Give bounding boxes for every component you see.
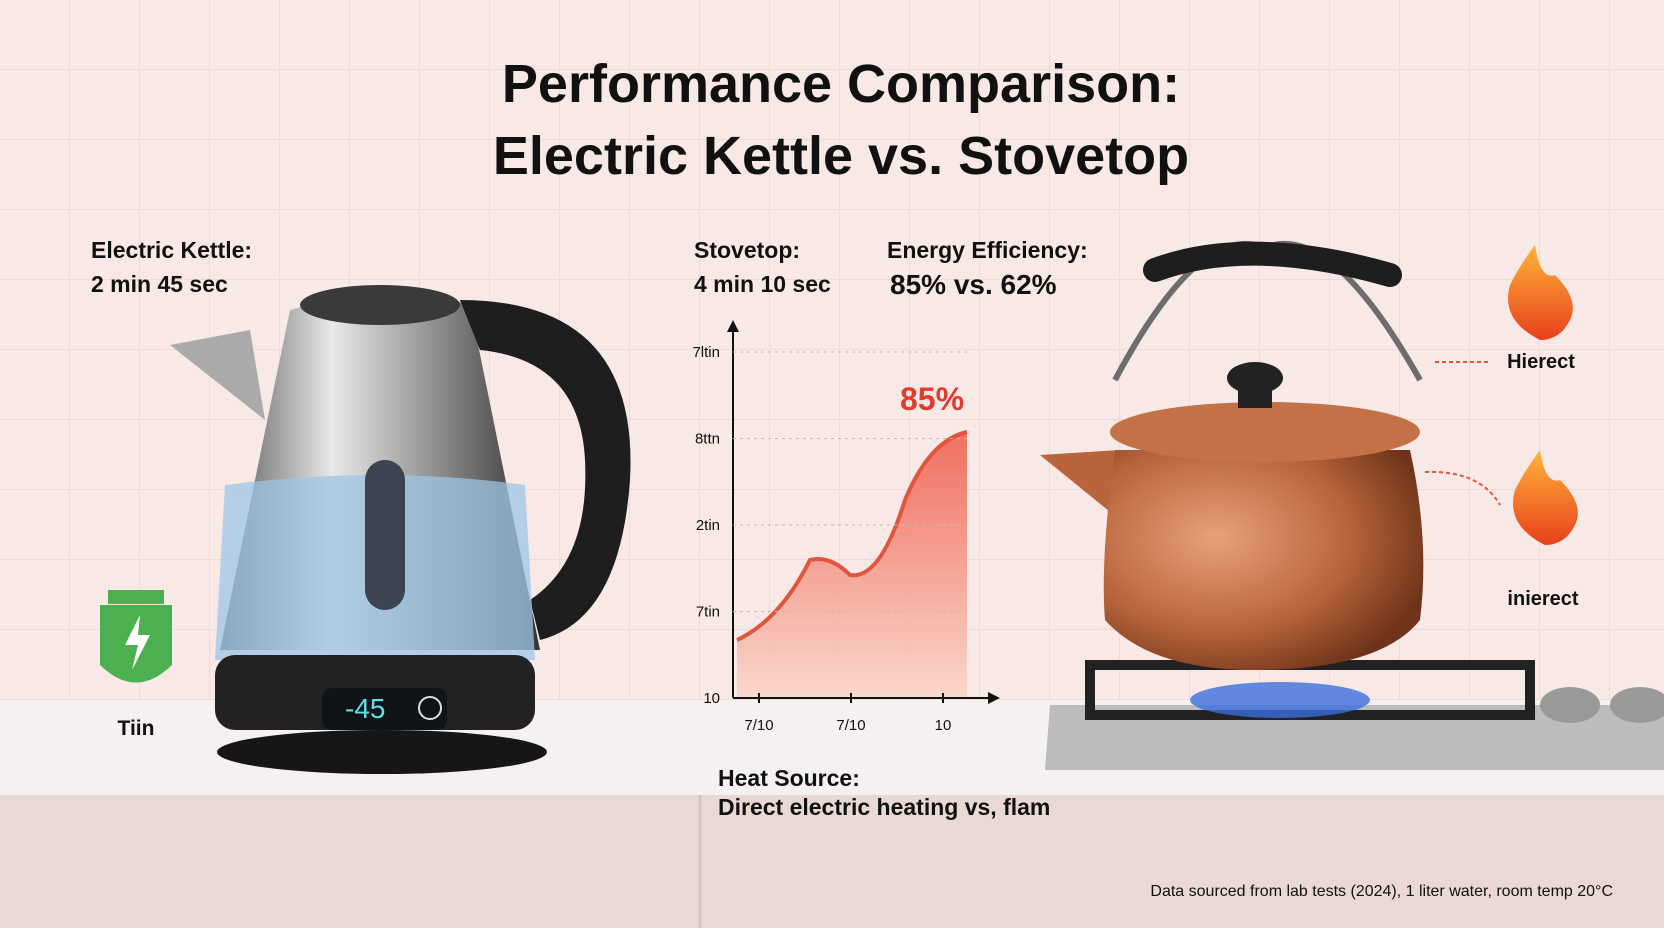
value: 2 min 45 sec: [91, 271, 228, 297]
title: Electric Kettle vs. Stovetop: [493, 126, 1189, 186]
y-tick-label: 2tin: [696, 517, 720, 534]
icon-label: Tiin: [118, 717, 155, 740]
battery-icon: [100, 590, 172, 683]
chart-annotation: 85%: [900, 381, 964, 417]
label: Electric Kettle:: [91, 237, 252, 263]
flame-label: inierect: [1507, 588, 1578, 610]
flame-icons: [1424, 245, 1578, 545]
electric-kettle: -45: [170, 285, 631, 774]
stovetop-kettle: [1040, 240, 1424, 670]
y-tick-label: 7tin: [696, 604, 720, 621]
label: Stovetop:: [694, 237, 800, 263]
title: Performance Comparison:: [502, 54, 1180, 114]
y-tick-label: 10: [703, 690, 720, 707]
value: 4 min 10 sec: [694, 271, 831, 297]
y-tick-label: 8ttn: [695, 431, 720, 448]
label: Heat Source:: [718, 765, 860, 791]
x-tick-label: 10: [935, 717, 952, 734]
chart: 7ltin 8ttn 2tin 7tin 10 7/10 7/10 10: [692, 320, 1000, 734]
stove: [1045, 660, 1664, 770]
x-tick-label: 7/10: [744, 717, 773, 734]
footer-note: Data sourced from lab tests (2024), 1 li…: [1150, 883, 1613, 900]
value: Direct electric heating vs, flam: [718, 794, 1050, 820]
flame-label: Hierect: [1507, 351, 1575, 373]
label: Energy Efficiency:: [887, 237, 1088, 263]
cabinets: [0, 795, 1664, 928]
display: -45: [345, 693, 385, 724]
value: 85% vs. 62%: [890, 269, 1057, 300]
x-tick-label: 7/10: [836, 717, 865, 734]
y-tick-label: 7ltin: [692, 344, 720, 361]
